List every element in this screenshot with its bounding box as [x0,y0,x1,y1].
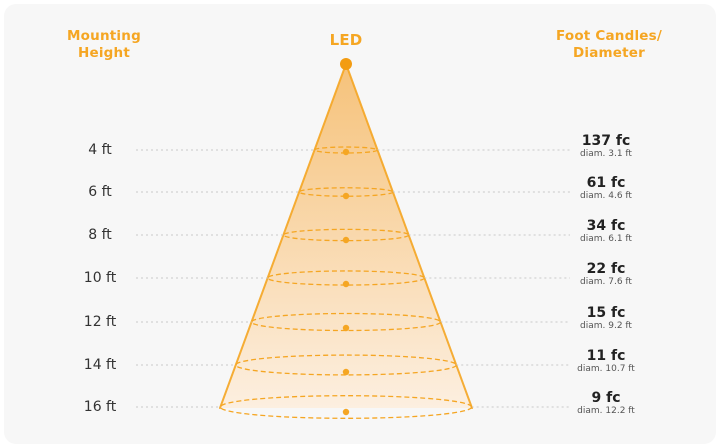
level-center-dot [342,236,350,244]
foot-candle-entry: 11 fc diam. 10.7 ft [546,348,666,375]
light-pool-ellipse [266,270,426,286]
beam-diameter-value: diam. 4.6 ft [580,191,632,201]
beam-diameter-value: diam. 9.2 ft [580,321,632,331]
mounting-height-label: 16 ft [83,399,117,415]
foot-candle-entry: 15 fc diam. 9.2 ft [546,305,666,332]
level-center-dot [342,148,350,156]
foot-candle-value: 61 fc [586,175,626,191]
mounting-height-label: 8 ft [88,227,112,243]
foot-candle-value: 137 fc [581,133,631,149]
foot-candle-value: 11 fc [586,348,626,364]
light-pool-ellipse [250,312,442,332]
light-cone [220,64,472,408]
beam-diameter-value: diam. 7.6 ft [580,277,632,287]
foot-candle-value: 34 fc [586,218,626,234]
beam-diameter-value: diam. 6.1 ft [580,234,632,244]
level-center-dot [342,408,350,416]
mounting-height-header-line1: Mounting [67,28,141,44]
foot-candles-header: Foot Candles/ Diameter [534,28,684,62]
foot-candle-entry: 61 fc diam. 4.6 ft [546,175,666,202]
mounting-height-label: 14 ft [83,357,117,373]
foot-candles-header-line2: Diameter [572,45,646,61]
foot-candle-value: 22 fc [586,261,626,277]
level-center-dot [342,368,350,376]
mounting-height-label: 4 ft [88,142,112,158]
foot-candle-entry: 22 fc diam. 7.6 ft [546,261,666,288]
beam-diameter-value: diam. 12.2 ft [577,406,635,416]
foot-candle-value: 15 fc [586,305,626,321]
light-pool-ellipse [235,354,457,376]
foot-candle-entry: 34 fc diam. 6.1 ft [546,218,666,245]
light-pool-ellipse [219,395,473,419]
light-pool-ellipse [282,228,410,242]
cone-edge-right [345,63,473,409]
foot-candles-header-line1: Foot Candles/ [555,28,663,44]
foot-candle-value: 9 fc [591,390,621,406]
mounting-height-label: 12 ft [83,314,117,330]
level-center-dot [342,280,350,288]
cone-edge-left [219,63,347,409]
level-center-dot [342,324,350,332]
mounting-height-label: 10 ft [83,270,117,286]
mounting-height-header: Mounting Height [44,28,164,62]
led-source-dot [340,58,352,70]
level-center-dot [342,192,350,200]
foot-candle-entry: 137 fc diam. 3.1 ft [546,133,666,160]
beam-diameter-value: diam. 3.1 ft [580,149,632,159]
light-pool-ellipse [298,187,394,197]
beam-diameter-value: diam. 10.7 ft [577,364,635,374]
foot-candle-entry: 9 fc diam. 12.2 ft [546,390,666,417]
mounting-height-label: 6 ft [88,184,112,200]
mounting-height-header-line2: Height [77,45,130,61]
light-pool-ellipse [313,146,379,154]
led-header: LED [329,31,363,49]
